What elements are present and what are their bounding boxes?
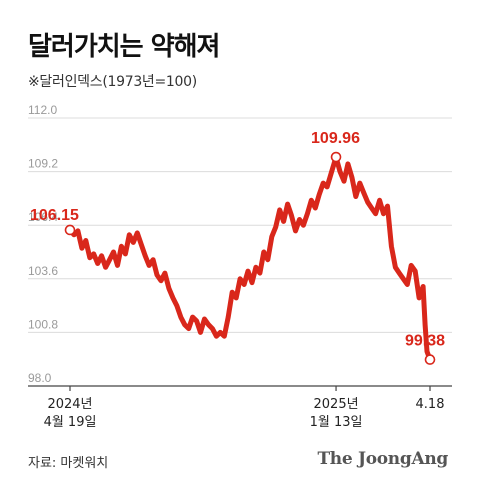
x-tick-label: 2024년 <box>47 397 92 412</box>
y-axis-ticks: 112.0 109.2 106.4 103.6 100.8 98.0 <box>28 103 58 385</box>
x-tick-label-line2: 4월 19일 <box>44 415 97 430</box>
annotations: 106.15 109.96 99.38 <box>30 130 445 365</box>
x-tick-label: 4.18 <box>416 397 445 412</box>
publisher-logo: The JoongAng <box>317 449 448 469</box>
x-tick-label-line2: 1월 13일 <box>310 415 363 430</box>
y-tick-label: 100.8 <box>28 317 58 331</box>
y-tick-label: 98.0 <box>28 371 52 385</box>
series-path <box>67 154 433 363</box>
y-tick-label: 103.6 <box>28 264 58 278</box>
x-tick-label: 2025년 <box>314 397 359 412</box>
grid-lines <box>28 117 452 333</box>
source-note: 자료: 마켓워치 <box>28 456 109 471</box>
annotation-marker <box>330 151 342 163</box>
annotation-marker <box>64 224 76 236</box>
y-tick-label: 109.2 <box>28 157 58 171</box>
y-tick-label: 106.4 <box>28 210 58 224</box>
annotation-label: 109.96 <box>311 130 360 147</box>
annotation-marker <box>424 354 436 365</box>
y-tick-label: 112.0 <box>28 103 57 117</box>
chart-title: 달러가치는 약해져 <box>28 32 220 62</box>
chart-subtitle: ※달러인덱스(1973년=100) <box>28 74 197 90</box>
series-line <box>67 154 433 363</box>
annotation-label: 106.15 <box>30 207 79 224</box>
annotation-label: 99.38 <box>405 333 445 350</box>
x-axis: 2024년 4월 19일 2025년 1월 13일 4.18 <box>28 385 452 430</box>
